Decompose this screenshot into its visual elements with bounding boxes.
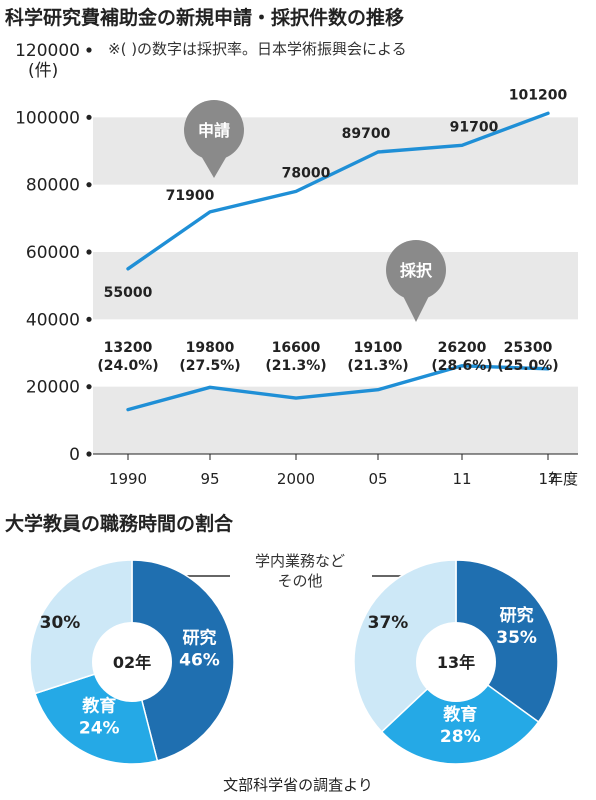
- y-tick-label: 100000: [15, 108, 80, 128]
- pie-center-label: 13年: [437, 653, 475, 672]
- bubble-apply: 申請: [184, 100, 244, 178]
- y-tick-dot: [86, 114, 92, 120]
- series-lines: [126, 111, 550, 412]
- pie-slice: [455, 559, 559, 723]
- slice-value-label: 35%: [496, 628, 537, 648]
- slice-name-label: 教育: [81, 696, 116, 717]
- pie-title: 大学教員の職務時間の割合: [5, 512, 234, 535]
- data-label-adopt: 19100: [354, 340, 403, 356]
- pie-slice: [131, 559, 235, 762]
- x-tick-label: 11: [452, 470, 471, 488]
- bubble-adopt-label: 採択: [400, 261, 433, 280]
- x-tick-label: 1990: [109, 470, 147, 488]
- data-label-adopt-rate: (21.3%): [265, 358, 326, 374]
- data-label-apply: 101200: [509, 87, 568, 103]
- bubble-adopt-pointer: [402, 294, 430, 322]
- y-tick-dot: [86, 182, 92, 188]
- data-label-adopt-rate: (21.3%): [347, 358, 408, 374]
- y-tick-label: 60000: [26, 243, 80, 263]
- bubble-apply-pointer: [200, 154, 228, 178]
- bubble-apply-circle: [184, 100, 244, 160]
- y-tick-label: 40000: [26, 310, 80, 330]
- x-tick-label: 2000: [277, 470, 315, 488]
- pie-center-hole: [416, 622, 496, 702]
- x-unit-label: 年度: [548, 470, 578, 488]
- y-tick-label: 80000: [26, 176, 80, 196]
- chart-source: 文部科学省の調査より: [223, 776, 373, 794]
- chart-note: ※( )の数字は採択率。日本学術振興会による: [108, 40, 407, 58]
- pie-slice: [353, 559, 457, 733]
- line-chart: 科学研究費補助金の新規申請・採択件数の推移 ※( )の数字は採択率。日本学術振興…: [5, 6, 578, 488]
- data-label-apply: 91700: [450, 119, 499, 135]
- x-tick-label: 17: [538, 470, 557, 488]
- shared-label-line1: 学内業務など: [255, 552, 345, 570]
- bubble-adopt-circle: [386, 240, 446, 300]
- y-unit-label: (件): [28, 61, 58, 81]
- data-label-adopt: 25300: [504, 340, 553, 356]
- shared-label-line2: その他: [277, 572, 322, 590]
- pie-center-label: 02年: [113, 653, 151, 672]
- series-line-adopt: [126, 364, 550, 412]
- series-line-apply: [126, 111, 550, 271]
- data-label-adopt-rate: (28.6%): [431, 358, 492, 374]
- y-tick-dot: [86, 384, 92, 390]
- bubble-apply-label: 申請: [198, 121, 230, 140]
- y-axis: 0 20000 40000 60000 80000 100000 120000: [15, 41, 92, 465]
- y-tick-dot: [86, 316, 92, 322]
- x-tick-label: 95: [200, 470, 219, 488]
- data-label-apply: 55000: [104, 285, 153, 301]
- y-tick-label: 20000: [26, 378, 80, 398]
- pie-slice: [380, 661, 540, 765]
- slice-name-label: 研究: [500, 605, 534, 626]
- y-tick-label: 0: [69, 445, 80, 465]
- pie-center-hole: [92, 622, 172, 702]
- data-label-adopt: 16600: [272, 340, 321, 356]
- slice-name-label: 教育: [442, 704, 477, 725]
- x-tick-label: 05: [368, 470, 387, 488]
- data-label-apply: 89700: [342, 126, 391, 142]
- data-label-apply: 78000: [282, 165, 331, 181]
- slice-value-label: 30%: [40, 613, 81, 633]
- data-label-adopt-rate: (25.0%): [497, 358, 558, 374]
- data-label-adopt: 26200: [438, 340, 487, 356]
- x-axis: 1990 95 2000 05 11 17: [93, 453, 578, 488]
- data-labels: 55000 71900 78000 89700 91700 101200 13200 (24.…: [97, 87, 567, 374]
- bubble-adopt: 採択: [386, 240, 446, 322]
- grid-band: [93, 252, 578, 320]
- slice-name-label: 研究: [182, 627, 216, 648]
- y-tick-label: 120000: [15, 41, 80, 61]
- data-label-apply: 71900: [166, 188, 215, 204]
- data-label-adopt: 19800: [186, 340, 235, 356]
- data-label-adopt: 13200: [104, 340, 153, 356]
- slice-value-label: 28%: [440, 727, 481, 747]
- data-label-adopt-rate: (27.5%): [179, 358, 240, 374]
- slice-value-label: 37%: [368, 613, 409, 633]
- y-tick-dot: [86, 451, 92, 457]
- grid-bands: [93, 117, 578, 454]
- chart-title: 科学研究費補助金の新規申請・採択件数の推移: [5, 6, 404, 29]
- y-tick-dot: [86, 47, 92, 53]
- y-tick-dot: [86, 249, 92, 255]
- data-label-adopt-rate: (24.0%): [97, 358, 158, 374]
- slice-value-label: 24%: [79, 719, 120, 739]
- slice-value-label: 46%: [179, 650, 220, 670]
